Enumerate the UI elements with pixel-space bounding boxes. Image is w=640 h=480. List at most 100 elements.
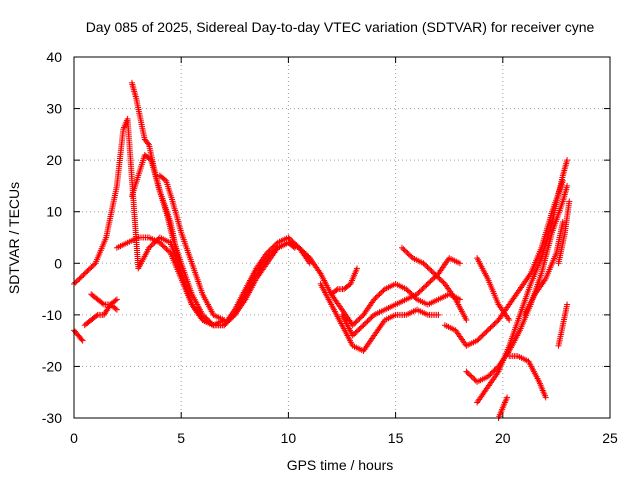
data-point [359,323,366,330]
data-point [269,244,276,251]
data-point [401,247,408,254]
data-point [266,247,273,254]
data-point [207,319,214,326]
data-point [357,324,364,331]
data-point [223,319,230,326]
data-point [430,275,437,282]
data-point [376,291,383,298]
data-point [365,317,372,323]
data-point [72,279,79,286]
data-point [159,242,166,249]
data-point [268,246,274,253]
track-4 [128,79,228,329]
y-tick-label: -30 [42,410,62,426]
track-5 [156,172,228,323]
data-point [421,261,428,268]
data-point [349,322,356,329]
data-point [564,182,571,189]
data-point [99,300,106,307]
y-tick-label: 20 [46,152,62,168]
data-point [298,247,305,254]
data-point [414,291,420,298]
y-tick-label: 0 [54,255,62,271]
y-tick-label: -20 [42,358,62,374]
data-point [479,332,486,339]
data-point [113,296,120,303]
track-6 [71,327,86,344]
data-point [91,261,98,268]
data-point [471,376,478,383]
data-point [78,336,85,343]
data-point [403,248,410,255]
data-point [478,333,485,340]
data-point [490,368,497,375]
data-point [270,243,277,250]
data-point [113,306,120,313]
data-point [404,250,411,256]
data-point [356,315,363,322]
data-point [369,313,376,320]
data-point [76,275,83,282]
data-point [352,329,359,336]
data-point [490,322,497,329]
data-point [491,320,498,327]
data-point [297,246,304,253]
data-point [491,367,498,374]
data-point [423,282,430,289]
y-tick-label: 40 [46,49,62,65]
data-point [475,336,482,343]
data-point [266,252,273,259]
data-point [166,248,173,255]
data-point [80,271,87,278]
data-point [354,265,360,272]
y-tick-label: 10 [46,204,62,220]
data-point [360,322,367,329]
data-point [400,246,407,253]
data-point [205,317,211,323]
data-point [408,253,415,260]
data-point [399,244,405,251]
data-point [300,248,307,255]
track-13 [399,244,470,323]
data-point [482,329,489,336]
data-point [225,318,232,325]
data-point [437,277,444,283]
data-point [296,244,303,251]
track-14 [441,177,566,349]
data-point [222,320,229,327]
data-point [79,337,86,344]
data-point [435,311,442,318]
data-point [353,328,360,335]
data-point [371,296,378,303]
data-point [492,366,499,372]
data-point [221,317,228,323]
data-point [488,369,495,376]
data-point [420,260,427,267]
data-point [265,248,272,255]
x-tick-label: 20 [495,430,511,446]
data-point [476,335,483,342]
data-point [89,262,96,269]
data-point [488,323,495,330]
data-point [433,273,440,280]
data-point [463,368,470,375]
data-point [81,270,88,277]
data-point [468,373,475,380]
y-tick-label: 30 [46,101,62,117]
data-point [269,250,276,256]
data-point [351,320,358,327]
track-10 [317,280,442,354]
data-point [268,251,274,258]
data-point [364,318,371,325]
data-point [77,274,84,281]
data-point [419,286,426,293]
data-point [349,332,356,339]
data-point [164,247,171,254]
data-point [273,246,280,253]
data-points [71,79,573,421]
data-point [163,246,170,253]
data-point [487,324,494,331]
data-point [83,269,90,276]
data-point [93,312,100,319]
data-point [427,266,434,273]
